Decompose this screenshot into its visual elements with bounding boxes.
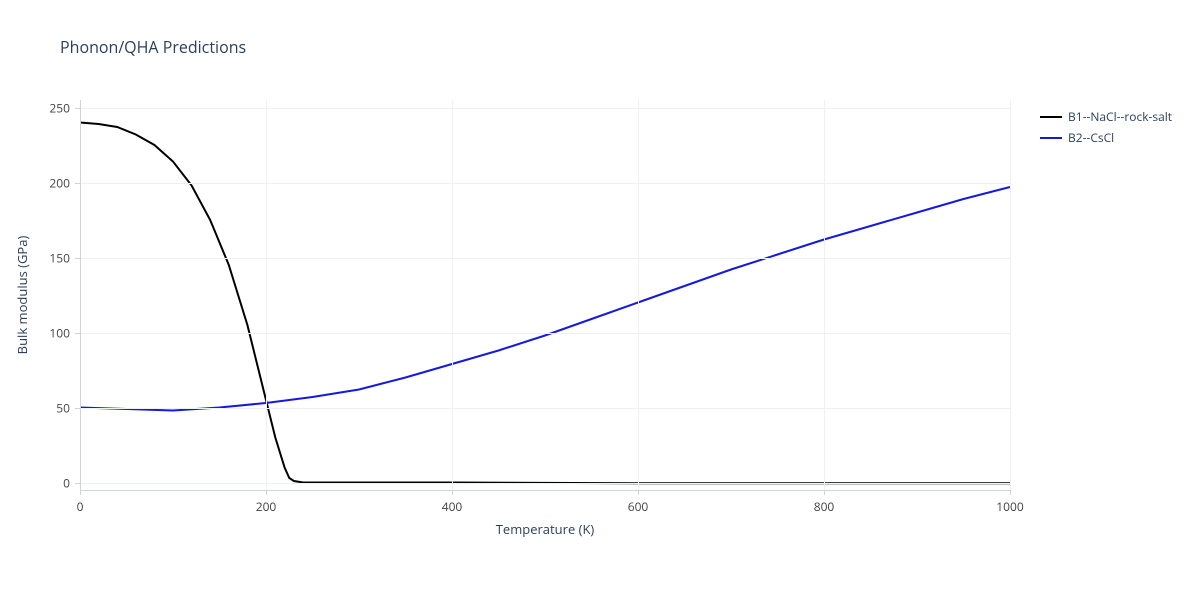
gridline-horizontal — [80, 108, 1010, 109]
x-tick-label: 400 — [442, 498, 463, 515]
gridline-horizontal — [80, 408, 1010, 409]
series-line[interactable] — [80, 187, 1010, 411]
x-tick-label: 1000 — [996, 498, 1023, 515]
y-axis-label: Bulk modulus (GPa) — [13, 236, 31, 355]
legend-swatch — [1040, 137, 1062, 139]
gridline-vertical — [266, 100, 267, 490]
y-tick-label: 200 — [30, 174, 70, 191]
x-tick-label: 800 — [814, 498, 835, 515]
x-tick-mark — [1010, 490, 1011, 495]
gridline-horizontal — [80, 333, 1010, 334]
gridline-vertical — [1010, 100, 1011, 490]
legend-item[interactable]: B2--CsCl — [1040, 129, 1172, 146]
x-tick-label: 200 — [256, 498, 277, 515]
y-tick-label: 150 — [30, 249, 70, 266]
gridline-vertical — [824, 100, 825, 490]
gridline-vertical — [452, 100, 453, 490]
y-tick-label: 50 — [30, 399, 70, 416]
y-tick-label: 0 — [30, 474, 70, 491]
x-tick-label: 0 — [77, 498, 84, 515]
x-axis-label: Temperature (K) — [496, 520, 595, 538]
chart-page: Phonon/QHA Predictions Temperature (K) B… — [0, 0, 1200, 600]
y-tick-label: 100 — [30, 324, 70, 341]
legend-item[interactable]: B1--NaCl--rock-salt — [1040, 108, 1172, 125]
gridline-horizontal — [80, 483, 1010, 484]
gridline-horizontal — [80, 258, 1010, 259]
gridline-vertical — [638, 100, 639, 490]
legend[interactable]: B1--NaCl--rock-salt B2--CsCl — [1040, 108, 1172, 150]
x-axis-line — [80, 490, 1010, 491]
legend-swatch — [1040, 116, 1062, 118]
legend-label: B1--NaCl--rock-salt — [1068, 108, 1172, 125]
y-tick-label: 250 — [30, 99, 70, 116]
chart-canvas — [80, 100, 1010, 490]
chart-title: Phonon/QHA Predictions — [60, 36, 246, 58]
series-line[interactable] — [80, 123, 1010, 484]
plot-area[interactable]: Temperature (K) Bulk modulus (GPa) 02004… — [80, 100, 1010, 490]
y-axis-line — [80, 100, 81, 490]
x-tick-label: 600 — [628, 498, 649, 515]
gridline-horizontal — [80, 183, 1010, 184]
legend-label: B2--CsCl — [1068, 129, 1114, 146]
